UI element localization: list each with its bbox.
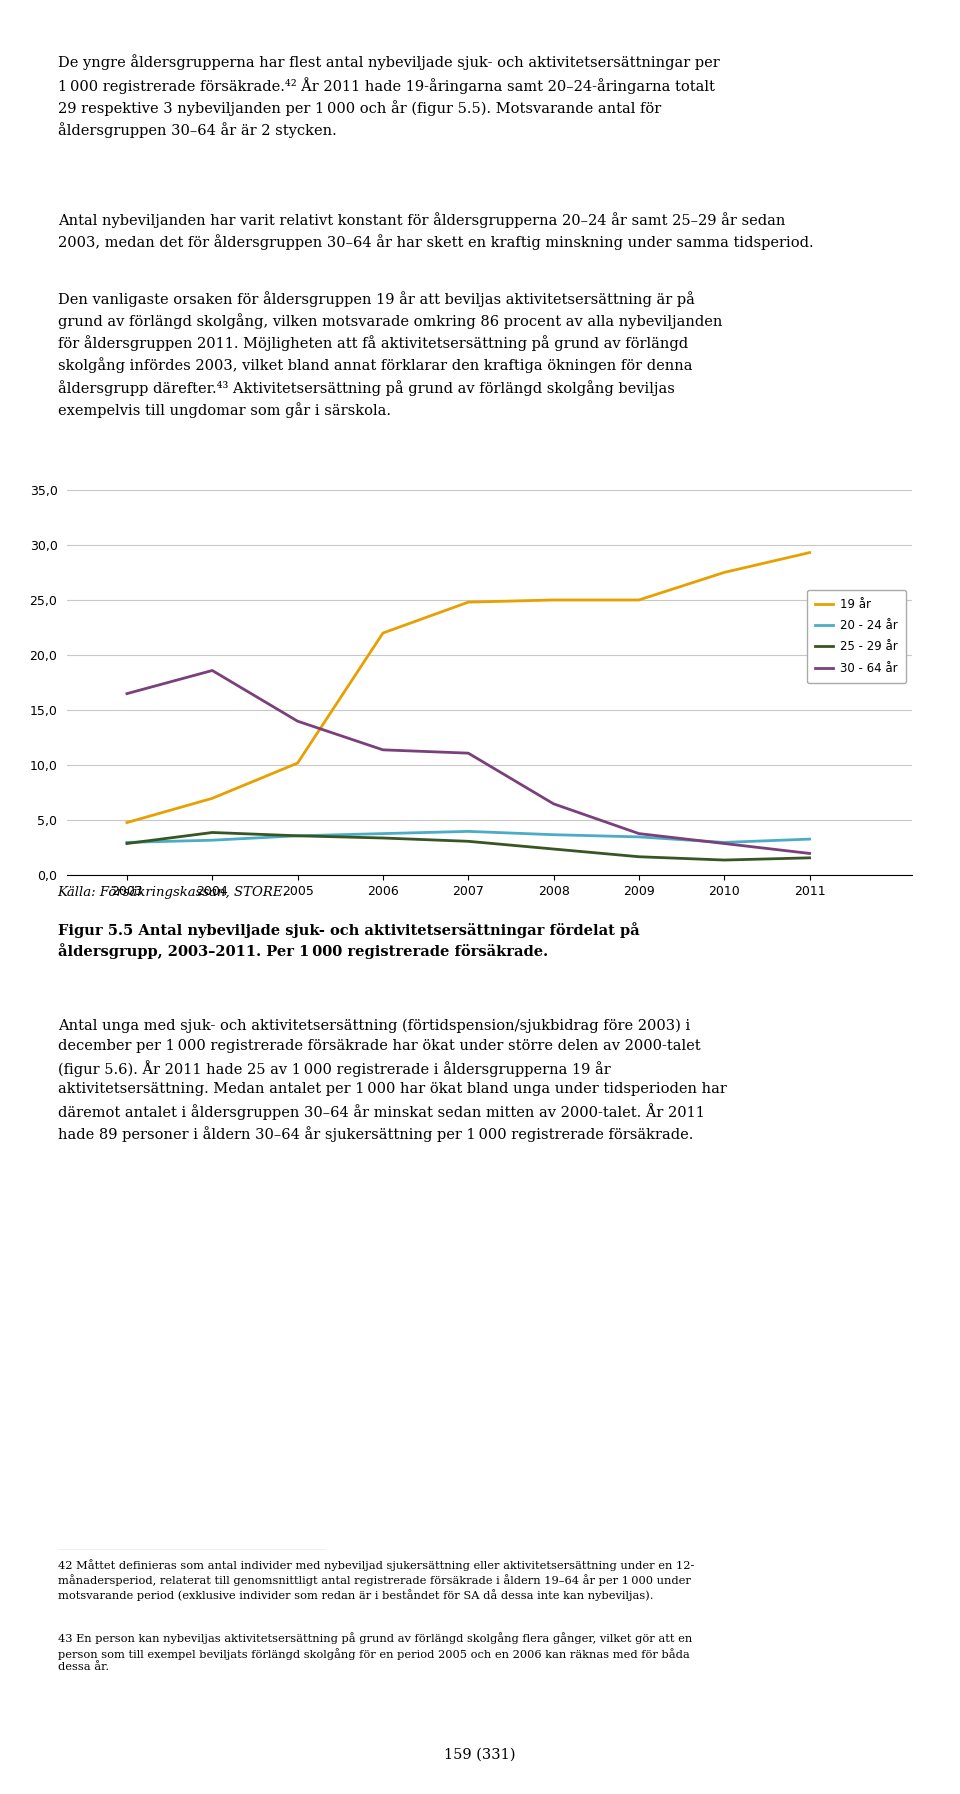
Text: 42 Måttet definieras som antal individer med nybeviljad sjukersättning eller akt: 42 Måttet definieras som antal individer… [58,1559,694,1602]
30 - 64 år [463,743,474,764]
25 - 29 år [804,847,815,868]
Text: Antal nybeviljanden har varit relativt konstant för åldersgrupperna 20–24 år sam: Antal nybeviljanden har varit relativt k… [58,212,813,249]
20 - 24 år [377,823,389,845]
Text: Källa: Försäkringskassan, STORE.: Källa: Försäkringskassan, STORE. [58,886,287,899]
19 år [463,592,474,614]
Line: 30 - 64 år: 30 - 64 år [127,671,809,854]
20 - 24 år [121,832,132,854]
30 - 64 år [718,832,730,854]
Text: Antal unga med sjuk- och aktivitetsersättning (förtidspension/sjukbidrag före 20: Antal unga med sjuk- och aktivitetsersät… [58,1019,727,1143]
30 - 64 år [206,660,218,682]
20 - 24 år [206,829,218,850]
Line: 19 år: 19 år [127,553,809,823]
30 - 64 år [804,843,815,865]
30 - 64 år [548,793,560,814]
20 - 24 år [804,829,815,850]
Text: 43 En person kan nybeviljas aktivitetsersättning på grund av förlängd skolgång f: 43 En person kan nybeviljas aktivitetser… [58,1633,692,1672]
19 år [804,542,815,563]
19 år [121,813,132,834]
30 - 64 år [292,710,303,732]
Text: Den vanligaste orsaken för åldersgruppen 19 år att beviljas aktivitetsersättning: Den vanligaste orsaken för åldersgruppen… [58,291,722,418]
20 - 24 år [463,820,474,841]
25 - 29 år [206,822,218,843]
19 år [548,588,560,610]
20 - 24 år [634,825,645,849]
19 år [292,752,303,773]
Line: 20 - 24 år: 20 - 24 år [127,831,809,843]
20 - 24 år [292,825,303,847]
25 - 29 år [292,825,303,847]
25 - 29 år [634,847,645,868]
Text: De yngre åldersgrupperna har flest antal nybeviljade sjuk- och aktivitetsersättn: De yngre åldersgrupperna har flest antal… [58,54,719,138]
19 år [206,788,218,809]
19 år [634,588,645,610]
20 - 24 år [718,832,730,854]
25 - 29 år [548,838,560,859]
30 - 64 år [121,684,132,705]
20 - 24 år [548,823,560,845]
25 - 29 år [377,827,389,849]
30 - 64 år [634,823,645,845]
30 - 64 år [377,739,389,761]
25 - 29 år [463,831,474,852]
Text: Figur 5.5 Antal nybeviljade sjuk- och aktivitetsersättningar fördelat på
åldersg: Figur 5.5 Antal nybeviljade sjuk- och ak… [58,922,639,960]
Line: 25 - 29 år: 25 - 29 år [127,832,809,859]
25 - 29 år [718,849,730,870]
19 år [718,562,730,583]
25 - 29 år [121,832,132,854]
19 år [377,623,389,644]
Legend: 19 år, 20 - 24 år, 25 - 29 år, 30 - 64 år: 19 år, 20 - 24 år, 25 - 29 år, 30 - 64 å… [807,590,906,684]
Text: 159 (331): 159 (331) [444,1747,516,1762]
